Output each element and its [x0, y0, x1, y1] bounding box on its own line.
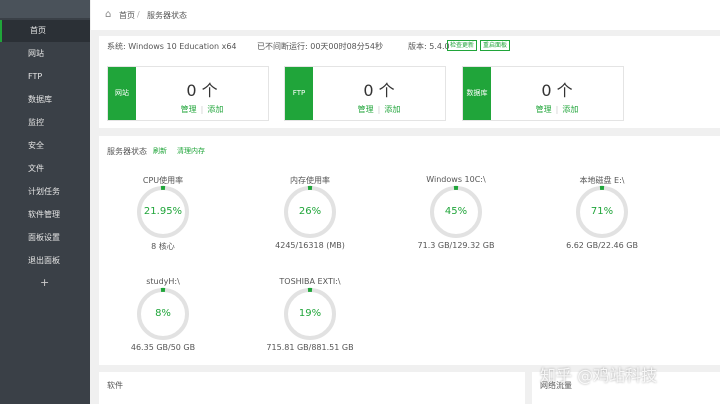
separator: / [137, 10, 140, 19]
menu-item[interactable]: 计划任务 [28, 187, 60, 196]
crumb[interactable]: 首页 [119, 11, 135, 20]
gauge-name: CPU使用率 [142, 176, 184, 185]
gauge: CPU使用率 21.95% 8 核心 [108, 175, 218, 251]
gauge-detail: 4245/16318 (MB) [275, 241, 345, 250]
card-actions: 管理 | 添加 [136, 104, 268, 115]
watermark: 知乎 @鸡站科技 [540, 366, 658, 385]
panel-title: 网络流量 [540, 381, 572, 390]
gauge: 本地磁盘 E:\ 71% 6.62 GB/22.46 GB [547, 175, 657, 250]
summary-card: 网站 0 个管理 | 添加 [107, 66, 269, 121]
manage[interactable]: 管理 [535, 105, 552, 114]
uptime: 已不间断运行: 00天00时08分54秒 [257, 42, 383, 51]
card-count: 0 个 [541, 81, 573, 100]
gauge-value: 71% [590, 206, 614, 217]
add[interactable]: 添加 [562, 105, 579, 114]
status-title: 服务器状态 [107, 147, 147, 156]
gauge: studyH:\ 8% 46.35 GB/50 GB [108, 277, 218, 352]
clear-memory[interactable]: 清理内存 [177, 147, 205, 155]
gauge: Windows 10C:\ 45% 71.3 GB/129.32 GB [401, 175, 511, 250]
gauge-ring [284, 287, 336, 340]
menu-item[interactable]: 首页 [0, 20, 90, 42]
gauge-value: 26% [298, 206, 322, 217]
gauge: TOSHIBA EXTI:\ 19% 715.81 GB/881.51 GB [255, 277, 365, 352]
status-panel: 服务器状态 刷新 清理内存 [99, 136, 720, 365]
version: 版本: 5.4.0 [408, 42, 450, 51]
menu-item[interactable]: 数据库 [28, 95, 52, 104]
divider: | [200, 105, 204, 114]
gauge-value: 21.95% [143, 206, 183, 217]
summary-card: FTP 0 个管理 | 添加 [284, 66, 446, 121]
menu-item[interactable]: 软件管理 [28, 210, 60, 219]
check-update[interactable]: 检查更新 [447, 40, 478, 51]
menu-item[interactable]: 网站 [28, 49, 44, 58]
gauge-name: 内存使用率 [290, 176, 330, 185]
gauge: 内存使用率 26% 4245/16318 (MB) [255, 175, 365, 250]
os: 系统: Windows 10 Education x64 [107, 42, 237, 51]
add-button[interactable]: + [40, 276, 50, 289]
gauge-detail: 8 核心 [151, 242, 175, 251]
gauge-ring [284, 185, 336, 238]
gauge-value: 8% [155, 308, 171, 319]
gauge-name: Windows 10C:\ [426, 175, 486, 184]
refresh[interactable]: 刷新 [153, 147, 167, 155]
sidebar: 首页网站 FTP 数据库监控安全文件计划任务软件管理面板设置退出面板 + [0, 0, 90, 404]
gauge-value: 45% [444, 206, 468, 217]
user-header [0, 0, 90, 18]
gauge-ring [430, 185, 482, 238]
card-count: 0 个 [363, 81, 395, 100]
manage[interactable]: 管理 [357, 105, 374, 114]
menu-item[interactable]: 安全 [28, 141, 44, 150]
add[interactable]: 添加 [207, 105, 224, 114]
menu-item[interactable]: 监控 [28, 118, 44, 127]
divider: | [555, 105, 559, 114]
gauge-ring [137, 287, 189, 340]
gauge-detail: 6.62 GB/22.46 GB [566, 241, 638, 250]
menu-item[interactable]: 文件 [28, 164, 44, 173]
breadcrumb-bar: ⌂ 首页 / 服务器状态 [91, 0, 720, 30]
menu-item[interactable]: FTP [28, 72, 43, 81]
gauge-value: 19% [298, 308, 322, 319]
gauge-name: studyH:\ [146, 277, 180, 286]
manage[interactable]: 管理 [180, 105, 197, 114]
panel-title: 软件 [107, 381, 123, 390]
network-panel: 网络流量 [532, 372, 720, 404]
gauge-ring [576, 185, 628, 238]
summary-card: 数据库 0 个管理 | 添加 [462, 66, 624, 121]
gauge-detail: 46.35 GB/50 GB [130, 343, 196, 352]
add[interactable]: 添加 [384, 105, 401, 114]
menu-item[interactable]: 退出面板 [28, 256, 60, 265]
buttons: 检查更新 重启面板 [444, 40, 511, 51]
card-tab: 网站 [108, 67, 136, 120]
card-count: 0 个 [186, 81, 218, 100]
divider: | [377, 105, 381, 114]
gauge-detail: 71.3 GB/129.32 GB [417, 241, 495, 250]
software-panel: 软件 [99, 372, 525, 404]
card-actions: 管理 | 添加 [313, 104, 445, 115]
crumb: 服务器状态 [147, 11, 187, 20]
card-tab: 数据库 [463, 67, 491, 120]
gauge-name: 本地磁盘 E:\ [579, 176, 625, 185]
card-actions: 管理 | 添加 [491, 104, 623, 115]
gauge-ring [137, 185, 189, 238]
menu-item[interactable]: 面板设置 [28, 233, 60, 242]
home-icon: ⌂ [105, 9, 112, 20]
card-tab: FTP [285, 67, 313, 120]
gauge-detail: 715.81 GB/881.51 GB [266, 343, 354, 352]
restart[interactable]: 重启面板 [480, 40, 511, 51]
gauge-name: TOSHIBA EXTI:\ [279, 277, 341, 286]
